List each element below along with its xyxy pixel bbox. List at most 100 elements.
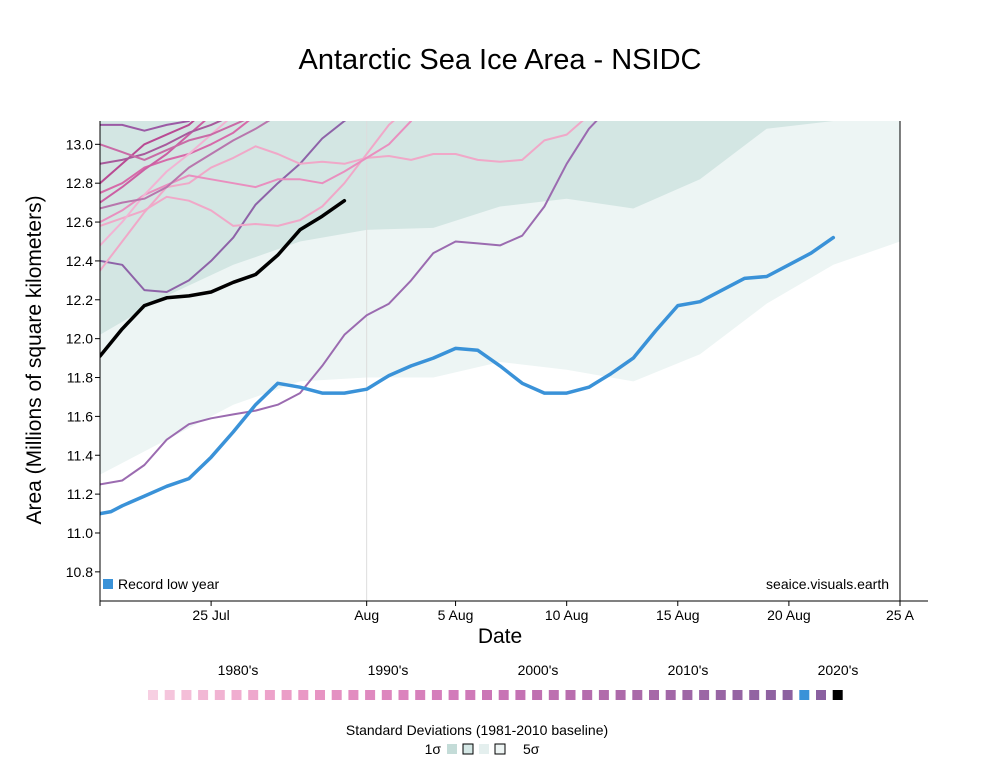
year-swatch [198,690,209,700]
std-band-1sigma [100,121,900,335]
decade-label: 2000's [518,662,559,678]
year-swatch [298,690,309,700]
year-swatch [381,690,392,700]
year-swatch [649,690,659,700]
year-swatch [231,690,242,700]
series-line-12 [100,121,271,210]
std-high-label: 5σ [523,741,540,757]
decade-label: 1990's [368,662,409,678]
std-swatch [494,743,506,755]
year-swatch [365,690,376,700]
x-tick-label: 15 Aug [656,607,700,623]
year-swatch [598,690,609,700]
decade-label: 2010's [668,662,709,678]
year-swatch [548,690,559,700]
year-swatch [448,690,459,700]
year-swatch [498,690,509,700]
year-swatch [782,690,793,700]
series-line-record-low [100,235,836,516]
year-swatch [348,690,359,700]
year-swatch [565,690,576,700]
y-tick-label: 10.8 [66,564,93,580]
y-tick-label: 12.6 [66,214,93,230]
year-swatch [181,690,192,700]
year-swatch [532,690,543,700]
year-swatch [331,690,342,700]
year-swatches [148,690,843,700]
year-swatch [482,690,492,700]
year-swatch [816,690,826,700]
y-axis-label: Area (Millions of square kilometers) [23,195,46,524]
record-low-label: Record low year [118,576,219,592]
series-line-9 [100,121,223,165]
series-line-7 [100,121,195,185]
year-swatch [715,690,726,700]
std-swatch [462,743,474,755]
year-swatch [732,690,743,700]
std-low-label: 1σ [425,741,442,757]
y-tick-label: 11.8 [67,370,93,386]
plot-area [100,121,900,601]
x-tick-label: 5 Aug [438,607,474,623]
series-line-5 [100,121,250,194]
year-swatch [248,690,259,700]
decade-labels: 1980's 1990's 2000's 2010's 2020's [218,662,859,678]
year-swatch [164,690,175,700]
year-swatch [315,690,325,700]
y-tick-label: 12.8 [66,175,93,191]
y-tick-label: 12.2 [66,292,93,308]
decade-label: 1980's [218,662,259,678]
year-swatch [281,690,292,700]
year-swatch [832,690,843,700]
y-tick-label: 11.6 [67,408,93,424]
year-swatch [749,690,760,700]
y-tick-label: 11.4 [67,447,93,463]
year-swatch [615,690,626,700]
year-swatch [665,690,676,700]
series-line-3 [100,121,584,272]
year-swatch [699,690,710,700]
decade-label: 2020's [818,662,859,678]
y-tick-label: 13.0 [66,136,93,152]
year-swatch [632,690,643,700]
year-swatch [214,690,225,700]
credit-label: seaice.visuals.earth [766,576,889,592]
year-swatch [765,690,776,700]
y-tick-label: 11.0 [67,525,93,541]
record-low-swatch [103,579,113,589]
year-swatch [799,690,810,700]
year-swatch [682,690,693,700]
series-line-11 [100,121,245,161]
x-tick-label: 25 A [886,607,915,623]
series-line-1 [100,121,347,293]
y-tick-label: 11.2 [67,486,93,502]
x-tick-label: 20 Aug [767,607,811,623]
year-swatch [465,690,476,700]
series-line-2 [100,121,395,227]
std-swatches [447,743,506,755]
y-tick-label: 12.4 [66,253,93,269]
std-swatch [447,744,457,754]
chart-title: Antarctic Sea Ice Area - NSIDC [299,44,702,76]
year-swatch [264,690,275,700]
year-swatch [582,690,593,700]
x-axis: 25 Jul Aug 5 Aug 10 Aug 15 Aug 20 Aug 25 A [99,600,928,623]
x-axis-label: Date [478,625,522,648]
year-swatch [515,690,526,700]
series-line-4 [100,121,413,224]
y-axis: 10.8 11.0 11.2 11.4 11.6 11.8 12.0 12.2 12.4 12.6… [66,121,901,601]
year-swatch [148,690,158,700]
year-swatch [431,690,442,700]
series-line-0 [100,121,598,486]
year-swatch [415,690,426,700]
x-tick-label: Aug [354,607,379,623]
x-tick-label: 25 Jul [192,607,229,623]
record-low-legend: Record low year [103,576,219,592]
year-swatch [398,690,409,700]
std-swatch [479,744,489,754]
x-tick-label: 10 Aug [545,607,589,623]
y-tick-label: 12.0 [66,331,93,347]
plot-inner [100,121,900,601]
series-line-14 [100,198,347,358]
